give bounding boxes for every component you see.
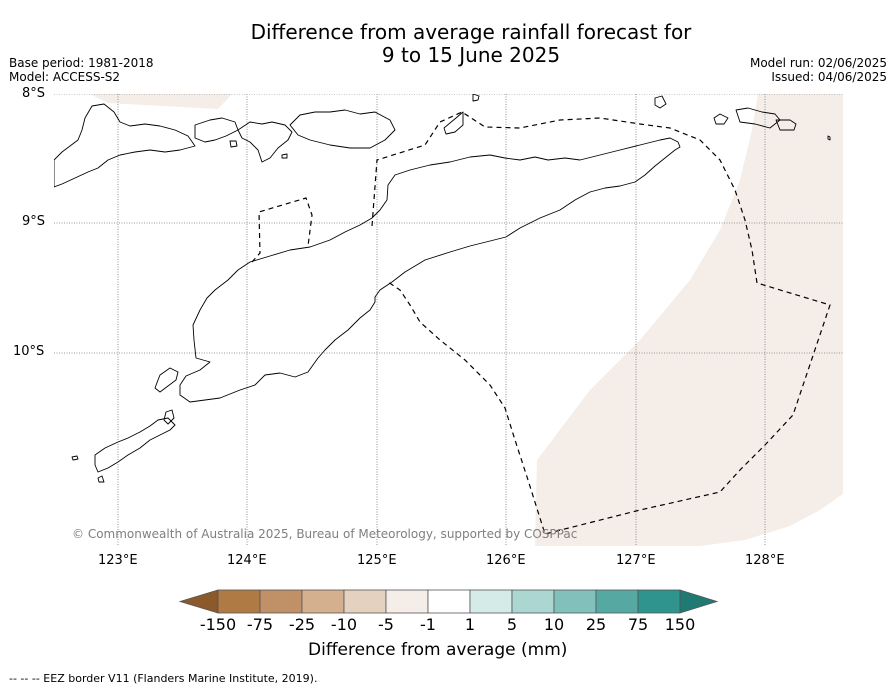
lon-label-125e: 125°E	[357, 553, 397, 568]
alor-island-outline	[289, 109, 396, 149]
islet-outline-2	[97, 475, 105, 483]
colorbar-tick-label: 25	[585, 615, 607, 634]
colorbar-extend-low	[178, 589, 219, 614]
colorbar-tick-label: -150	[199, 615, 237, 634]
eez-border-north	[371, 111, 831, 535]
islet-outline-1	[71, 455, 79, 461]
lon-label-126e: 126°E	[486, 553, 526, 568]
anomaly-region-east	[535, 94, 843, 546]
model-text: Model: ACCESS-S2	[9, 70, 121, 84]
issued-text: Issued: 04/06/2025	[771, 70, 887, 84]
islet-outline-3	[281, 153, 288, 159]
kisar-island-outline	[654, 95, 667, 109]
colorbar-cell	[301, 589, 345, 614]
anomaly-region-north	[90, 94, 232, 109]
eez-border-oecusse	[251, 197, 313, 263]
lon-label-128e: 128°E	[745, 553, 785, 568]
colorbar-cell	[385, 589, 429, 614]
colorbar-cell	[469, 589, 513, 614]
eez-footnote: -- -- -- EEZ border V11 (Flanders Marine…	[9, 672, 318, 685]
colorbar-cell	[343, 589, 387, 614]
timor-island-outline	[179, 137, 681, 403]
model-run-text: Model run: 02/06/2025	[749, 56, 887, 70]
rote-island-outline	[154, 367, 179, 393]
lat-label-8s: 8°S	[22, 86, 46, 101]
savu-island-outline	[94, 417, 176, 473]
islet-outline-5	[827, 135, 831, 141]
colorbar-tick-label: -25	[288, 615, 316, 634]
colorbar-extend-high	[679, 589, 719, 614]
chart-title-line2: 9 to 15 June 2025	[381, 43, 561, 67]
colorbar-tick-label: 5	[506, 615, 518, 634]
colorbar-tick-label: 150	[664, 615, 696, 634]
colorbar-tick-label: -5	[378, 615, 394, 634]
colorbar-cell	[553, 589, 597, 614]
colorbar-tick-label: 75	[627, 615, 649, 634]
wetar-island-outline	[229, 140, 238, 148]
lakor-island-outline	[775, 119, 797, 131]
colorbar-cell	[217, 589, 261, 614]
lon-label-123e: 123°E	[98, 553, 138, 568]
colorbar-label: Difference from average (mm)	[308, 640, 568, 660]
chart-title-line1: Difference from average rainfall forecas…	[250, 20, 692, 44]
colorbar-tick-label: -1	[420, 615, 436, 634]
lat-label-10s: 10°S	[13, 344, 45, 359]
colorbar-cell	[511, 589, 555, 614]
lembata-island-outline	[194, 117, 239, 143]
flores-east-outline	[54, 103, 196, 188]
lat-label-9s: 9°S	[22, 214, 46, 229]
colorbar-cell	[637, 589, 681, 614]
leti-island-outline	[713, 113, 729, 125]
islet-outline-4	[472, 94, 480, 102]
lon-label-127e: 127°E	[616, 553, 656, 568]
colorbar-tick-label: 1	[464, 615, 476, 634]
pantar-island-outline	[237, 121, 293, 163]
colorbar-tick-label: -75	[246, 615, 274, 634]
colorbar-tick-label: -10	[330, 615, 358, 634]
lon-label-124e: 124°E	[227, 553, 267, 568]
copyright-text: © Commonwealth of Australia 2025, Bureau…	[72, 527, 578, 541]
colorbar-cell	[595, 589, 639, 614]
atauro-island-outline	[443, 111, 464, 135]
colorbar-cell	[427, 589, 471, 614]
base-period-text: Base period: 1981-2018	[9, 56, 154, 70]
colorbar-tick-label: 10	[543, 615, 565, 634]
gridlines	[54, 94, 843, 546]
colorbar-cell	[259, 589, 303, 614]
